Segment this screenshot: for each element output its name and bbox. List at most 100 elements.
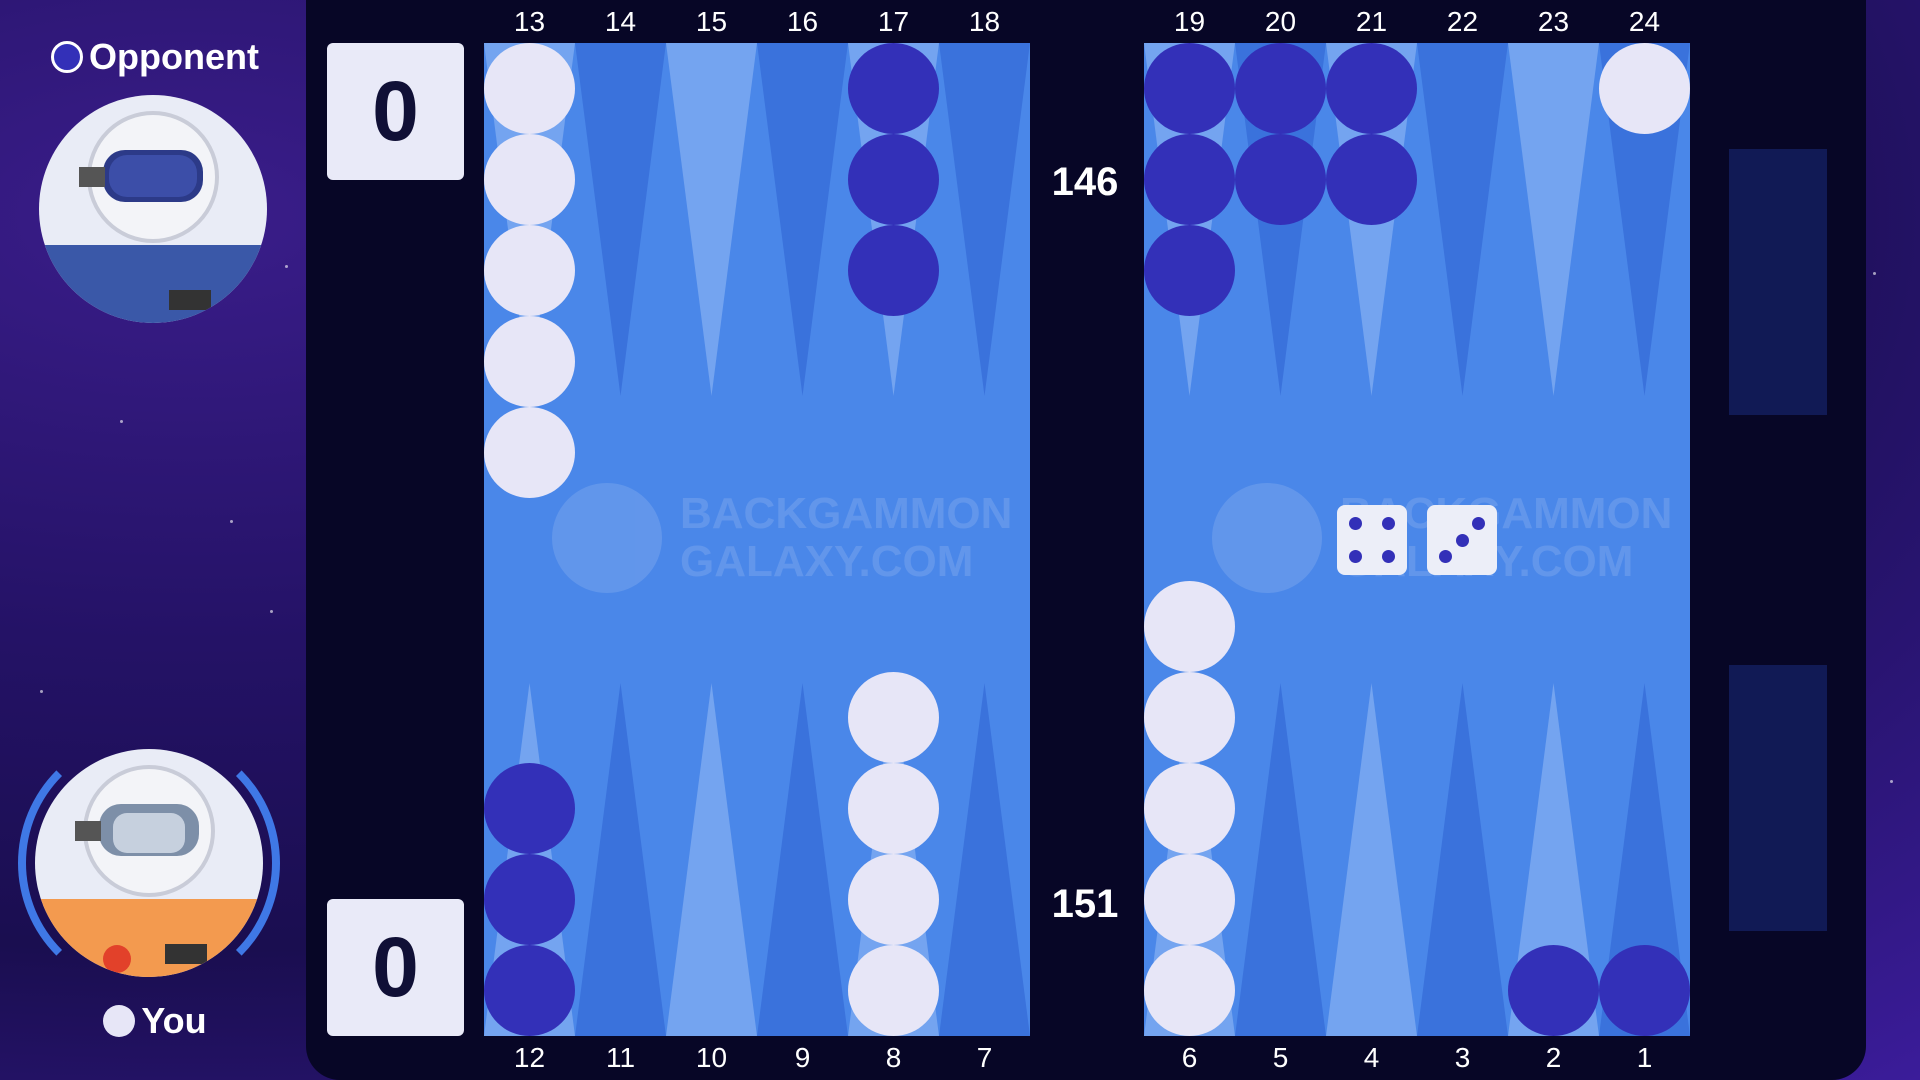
blue-checker[interactable] [1326,43,1417,134]
opponent-avatar[interactable] [39,95,267,323]
white-checker[interactable] [848,945,939,1036]
opponent-color-dot [51,41,84,73]
blue-checker[interactable] [848,134,939,225]
blue-checker[interactable] [484,854,575,945]
opponent-score: 0 [327,43,464,180]
point-number-bottom: 8 [885,1042,902,1073]
point-number-bottom: 9 [794,1042,811,1073]
white-checker[interactable] [1144,945,1235,1036]
galaxy-logo-icon [552,483,662,593]
you-bearoff-tray[interactable] [1729,665,1827,931]
point-bottom-triangle[interactable] [1599,683,1690,1036]
white-checker[interactable] [1144,581,1235,672]
turn-indicator-ring [18,732,280,994]
you-color-dot [103,1005,136,1037]
board-left-half[interactable]: BACKGAMMON GALAXY.COM [484,43,1030,1036]
you-score: 0 [327,899,464,1036]
point-number-top: 22 [1446,6,1479,37]
white-checker[interactable] [484,225,575,316]
point-bottom-triangle[interactable] [939,683,1030,1036]
point-number-top: 18 [968,6,1001,37]
point-number-top: 17 [877,6,910,37]
astronaut-avatar-icon [39,111,267,323]
watermark-line1: BACKGAMMON [680,489,1013,538]
white-checker[interactable] [848,672,939,763]
blue-checker[interactable] [848,43,939,134]
opponent-bearoff-tray[interactable] [1729,149,1827,415]
astronaut-avatar-icon [35,765,263,977]
blue-checker[interactable] [1235,43,1326,134]
star [1873,272,1876,275]
white-checker[interactable] [848,763,939,854]
white-checker[interactable] [484,43,575,134]
die-pip [1349,549,1363,563]
point-bottom-triangle[interactable] [1417,683,1508,1036]
white-checker[interactable] [1144,672,1235,763]
white-checker[interactable] [1144,763,1235,854]
point-bottom-triangle[interactable] [1235,683,1326,1036]
you-avatar[interactable] [35,749,263,977]
you-name: You [141,1000,207,1041]
opponent-name: Opponent [89,36,259,77]
blue-checker[interactable] [484,763,575,854]
white-checker[interactable] [1599,43,1690,134]
blue-checker[interactable] [1144,225,1235,316]
die-pip [1381,517,1395,531]
die-pip [1349,517,1363,531]
star [285,265,288,268]
point-number-top: 21 [1355,6,1388,37]
point-top-triangle[interactable] [939,43,1030,396]
blue-checker[interactable] [1599,945,1690,1036]
blue-checker[interactable] [484,945,575,1036]
point-bottom-triangle[interactable] [575,683,666,1036]
point-bottom-triangle[interactable] [1326,683,1417,1036]
point-number-bottom: 5 [1272,1042,1289,1073]
point-bottom-triangle[interactable] [757,683,848,1036]
blue-checker[interactable] [1144,134,1235,225]
die-pip [1471,517,1485,531]
blue-checker[interactable] [848,225,939,316]
point-top-triangle[interactable] [1599,43,1690,396]
blue-checker[interactable] [1235,134,1326,225]
point-number-bottom: 7 [976,1042,993,1073]
point-top-triangle[interactable] [666,43,757,396]
point-top-triangle[interactable] [1417,43,1508,396]
white-checker[interactable] [484,134,575,225]
die[interactable] [1337,505,1407,575]
you-pip-count: 151 [1051,882,1119,926]
point-number-bottom: 11 [605,1042,636,1073]
die[interactable] [1427,505,1497,575]
die-pip [1439,549,1453,563]
blue-checker[interactable] [1144,43,1235,134]
point-number-bottom: 3 [1454,1042,1471,1073]
point-number-top: 24 [1628,6,1661,37]
opponent-pip-count: 146 [1051,160,1119,204]
point-number-top: 19 [1173,6,1206,37]
galaxy-logo-icon [1212,483,1322,593]
white-checker[interactable] [484,407,575,498]
star [120,420,123,423]
point-number-bottom: 12 [513,1042,546,1073]
point-top-triangle[interactable] [757,43,848,396]
point-bottom-triangle[interactable] [666,683,757,1036]
point-number-bottom: 1 [1636,1042,1653,1073]
point-number-top: 16 [786,6,819,37]
blue-checker[interactable] [1326,134,1417,225]
watermark-line2: GALAXY.COM [680,537,974,586]
white-checker[interactable] [848,854,939,945]
points-triangles [484,43,1030,1036]
point-bottom-triangle[interactable] [1508,683,1599,1036]
opponent-label: Opponent [0,36,310,78]
point-top-triangle[interactable] [1508,43,1599,396]
star [270,610,273,613]
blue-checker[interactable] [1508,945,1599,1036]
die-pip [1381,549,1395,563]
point-number-top: 15 [695,6,728,37]
point-number-top: 20 [1264,6,1297,37]
white-checker[interactable] [1144,854,1235,945]
white-checker[interactable] [484,316,575,407]
point-top-triangle[interactable] [575,43,666,396]
